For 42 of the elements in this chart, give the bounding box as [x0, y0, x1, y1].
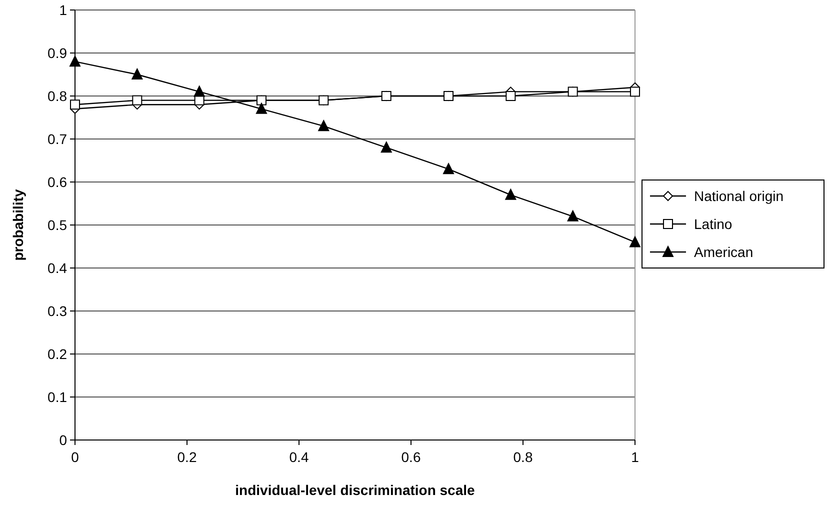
point — [70, 56, 80, 67]
point — [132, 95, 142, 106]
x-tick-label: 0.2 — [177, 449, 197, 465]
point — [318, 120, 330, 132]
point — [256, 95, 266, 106]
y-tick-label: 0 — [59, 432, 68, 448]
x-tick-label: 0.4 — [289, 449, 309, 465]
point — [444, 91, 454, 101]
y-tick-label: 1 — [59, 2, 68, 18]
point — [132, 68, 143, 80]
point — [70, 100, 80, 110]
legend-label: American — [694, 244, 754, 260]
y-tick-label: 0.7 — [48, 130, 68, 147]
y-tick-label: 0.9 — [48, 44, 68, 61]
point — [630, 86, 640, 97]
point — [506, 91, 516, 101]
legend-label: National origin — [694, 188, 784, 204]
y-axis-title: probability — [10, 189, 26, 261]
x-tick-label: 0 — [71, 449, 80, 465]
x-tick-label: 0.8 — [513, 449, 533, 465]
point — [194, 86, 205, 97]
legend-label: Latino — [694, 216, 732, 232]
y-tick-label: 0.2 — [48, 346, 68, 362]
x-axis-title: individual-level discrimination scale — [235, 482, 476, 498]
y-tick-label: 0.6 — [48, 174, 68, 190]
point — [380, 142, 392, 153]
point — [630, 236, 640, 248]
y-tick-label: 0.3 — [48, 302, 68, 319]
y-tick-label: 0.1 — [48, 388, 68, 405]
y-tick-label: 0.5 — [48, 216, 68, 233]
point — [567, 210, 578, 222]
x-tick-label: 1 — [631, 449, 640, 465]
point — [568, 86, 578, 97]
point — [443, 163, 454, 174]
x-tick-label: 0.6 — [401, 449, 421, 465]
point — [318, 95, 329, 106]
point — [505, 188, 516, 200]
y-tick-label: 0.8 — [48, 88, 68, 104]
point — [381, 91, 392, 101]
y-tick-label: 0.4 — [48, 260, 68, 276]
point — [194, 95, 204, 106]
point — [256, 102, 267, 114]
